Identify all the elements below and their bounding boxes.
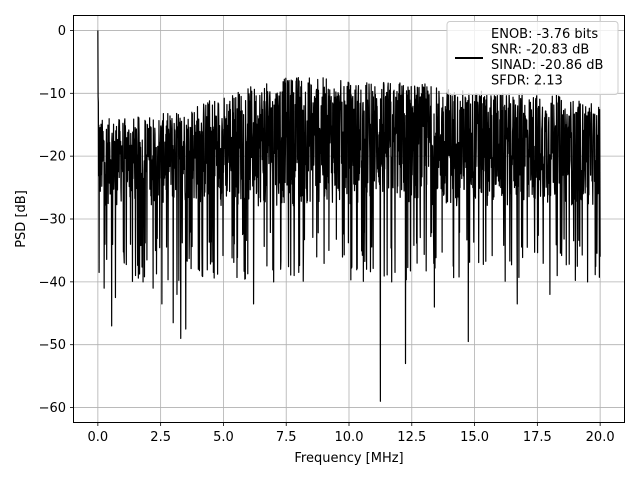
y-tick-label: −40 xyxy=(39,275,66,290)
y-tick-label: −30 xyxy=(39,213,66,228)
series-layer xyxy=(97,30,601,402)
legend-entry-label: ENOB: -3.76 bits SNR: -20.83 dB SINAD: -20… xyxy=(491,27,603,89)
y-tick-label: −50 xyxy=(39,338,66,353)
legend-text-line: SINAD: -20.86 dB xyxy=(491,58,603,73)
y-tick-label: 0 xyxy=(58,24,66,39)
x-tick-label: 0.0 xyxy=(88,430,109,445)
x-tick-label: 7.5 xyxy=(276,430,297,445)
x-tick-label: 17.5 xyxy=(523,430,552,445)
y-tick-label: −10 xyxy=(39,87,66,102)
y-axis-label: PSD [dB] xyxy=(14,190,29,248)
x-axis-label: Frequency [MHz] xyxy=(294,451,403,466)
legend-text-line: SFDR: 2.13 xyxy=(491,74,563,89)
tick-layer: 0.0 2.5 5.0 7.5 10.0 12.5 15.0 17.5 20.0 0 −10 −20 −… xyxy=(39,24,615,445)
legend-box xyxy=(446,21,619,95)
x-tick-label: 2.5 xyxy=(150,430,171,445)
y-tick-label: −20 xyxy=(39,150,66,165)
x-tick-label: 15.0 xyxy=(460,430,489,445)
legend: ENOB: -3.76 bits SNR: -20.83 dB SINAD: -20… xyxy=(446,21,619,95)
y-tick-label: −60 xyxy=(39,401,66,416)
x-tick-label: 10.0 xyxy=(335,430,364,445)
x-tick-label: 12.5 xyxy=(397,430,426,445)
legend-text-line: SNR: -20.83 dB xyxy=(491,43,589,58)
x-tick-label: 5.0 xyxy=(213,430,234,445)
x-tick-label: 20.0 xyxy=(586,430,615,445)
legend-text-line: ENOB: -3.76 bits xyxy=(491,27,598,42)
psd-series-line xyxy=(97,30,601,402)
